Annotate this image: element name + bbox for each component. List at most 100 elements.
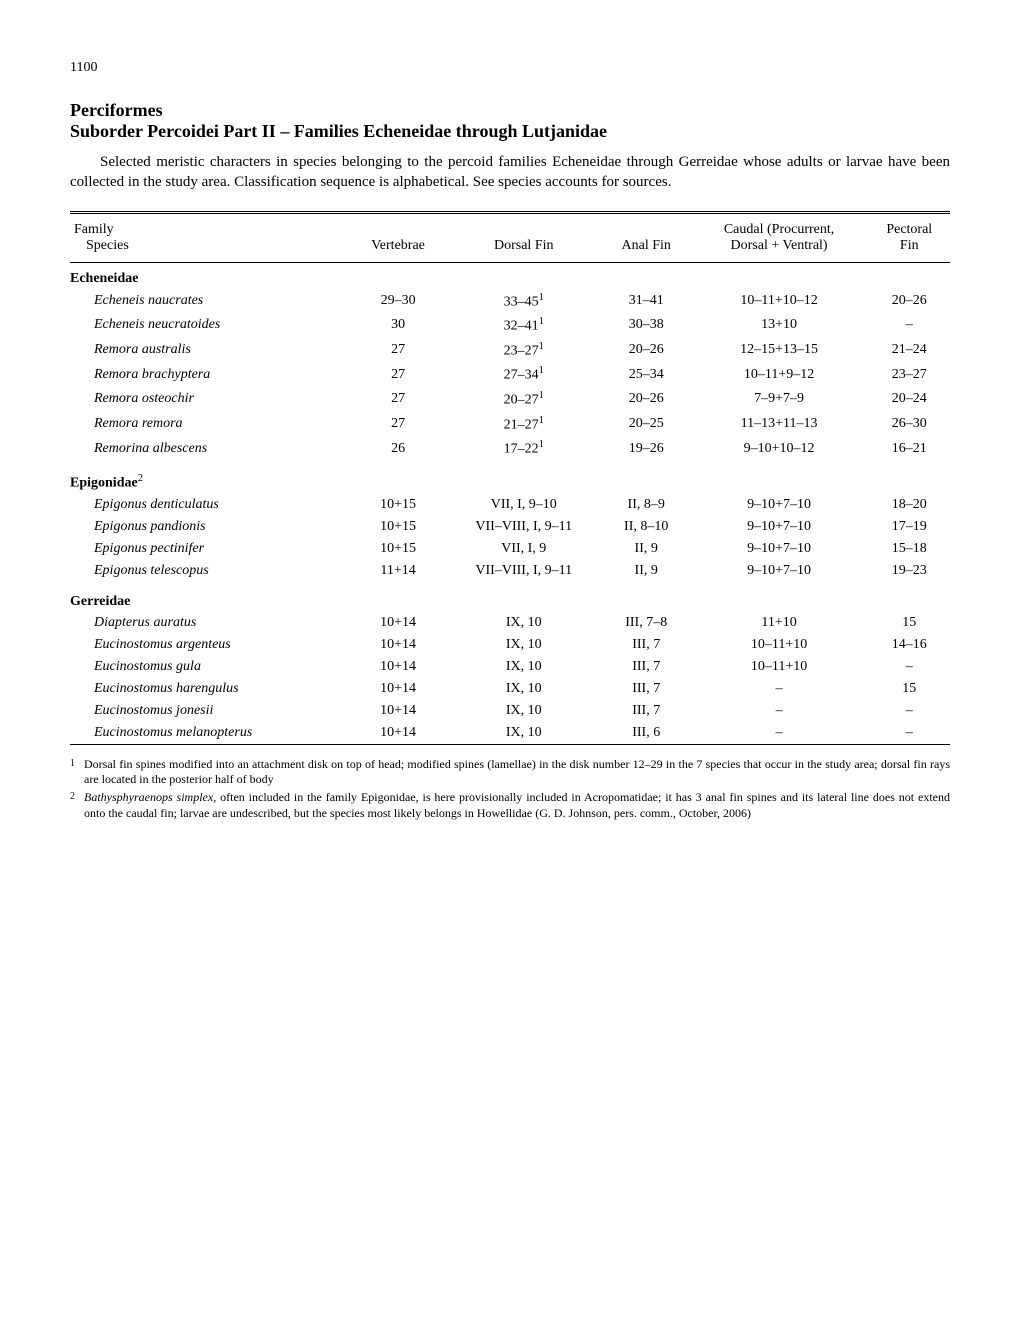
anal-fin-value: II, 8–10 [603,516,690,538]
caudal-value: 12–15+13–15 [690,338,869,363]
pectoral-fin-value: 17–19 [869,516,950,538]
caudal-value: 9–10+10–12 [690,436,869,461]
pectoral-fin-value: – [869,700,950,722]
anal-fin-value: 25–34 [603,362,690,387]
pectoral-fin-value: 15–18 [869,538,950,560]
anal-fin-value: III, 7 [603,656,690,678]
dorsal-fin-value: IX, 10 [445,634,603,656]
species-row: Remorina albescens2617–22119–269–10+10–1… [70,436,950,461]
dorsal-fin-value: VII, I, 9 [445,538,603,560]
species-row: Eucinostomus gula10+14IX, 10III, 710–11+… [70,656,950,678]
dorsal-fin-value: IX, 10 [445,722,603,745]
species-row: Diapterus auratus10+14IX, 10III, 7–811+1… [70,612,950,634]
species-row: Eucinostomus jonesii10+14IX, 10III, 7–– [70,700,950,722]
pectoral-fin-value: – [869,722,950,745]
anal-fin-value: III, 7 [603,634,690,656]
dorsal-fin-value: IX, 10 [445,678,603,700]
dorsal-fin-value: VII–VIII, I, 9–11 [445,560,603,582]
caudal-value: – [690,678,869,700]
species-name: Remora osteochir [70,387,352,412]
species-name: Remorina albescens [70,436,352,461]
vertebrae-value: 10+14 [352,656,445,678]
footnote: 1Dorsal fin spines modified into an atta… [70,757,950,788]
caudal-value: 13+10 [690,313,869,338]
family-row: Echeneidae [70,262,950,289]
pectoral-fin-value: 18–20 [869,494,950,516]
pectoral-fin-value: – [869,656,950,678]
dorsal-fin-value: VII, I, 9–10 [445,494,603,516]
anal-fin-value: III, 7 [603,678,690,700]
caudal-value: 9–10+7–10 [690,494,869,516]
family-name: Gerreidae [70,582,950,612]
vertebrae-value: 10+15 [352,494,445,516]
anal-fin-value: 20–26 [603,338,690,363]
vertebrae-value: 10+14 [352,722,445,745]
vertebrae-value: 10+14 [352,634,445,656]
col-header-anal-fin: Anal Fin [603,212,690,262]
pectoral-fin-value: 23–27 [869,362,950,387]
species-name: Remora brachyptera [70,362,352,387]
species-name: Echeneis neucratoides [70,313,352,338]
species-row: Eucinostomus harengulus10+14IX, 10III, 7… [70,678,950,700]
suborder-title: Suborder Percoidei Part II – Families Ec… [70,121,950,142]
species-row: Echeneis neucratoides3032–41130–3813+10– [70,313,950,338]
footnotes-section: 1Dorsal fin spines modified into an atta… [70,757,950,821]
species-row: Echeneis naucrates29–3033–45131–4110–11+… [70,289,950,314]
species-name: Epigonus pandionis [70,516,352,538]
vertebrae-value: 10+14 [352,678,445,700]
vertebrae-value: 10+15 [352,538,445,560]
col-header-vertebrae: Vertebrae [352,212,445,262]
caudal-value: 10–11+9–12 [690,362,869,387]
species-name: Eucinostomus argenteus [70,634,352,656]
vertebrae-value: 30 [352,313,445,338]
species-name: Remora australis [70,338,352,363]
anal-fin-value: 30–38 [603,313,690,338]
vertebrae-value: 27 [352,338,445,363]
caudal-value: 11+10 [690,612,869,634]
vertebrae-value: 27 [352,412,445,437]
anal-fin-value: II, 9 [603,538,690,560]
anal-fin-value: 19–26 [603,436,690,461]
vertebrae-value: 11+14 [352,560,445,582]
footnote-text: Bathysphyraenops simplex, often included… [84,790,950,821]
dorsal-fin-value: IX, 10 [445,656,603,678]
pectoral-fin-value: 26–30 [869,412,950,437]
vertebrae-value: 10+15 [352,516,445,538]
family-name: Epigonidae2 [70,461,950,494]
dorsal-fin-value: 21–271 [445,412,603,437]
species-row: Epigonus pandionis10+15VII–VIII, I, 9–11… [70,516,950,538]
dorsal-fin-value: 33–451 [445,289,603,314]
species-name: Epigonus denticulatus [70,494,352,516]
dorsal-fin-value: IX, 10 [445,700,603,722]
col-header-pectoral: Pectoral Fin [869,212,950,262]
caudal-value: 7–9+7–9 [690,387,869,412]
col-header-caudal: Caudal (Procurrent, Dorsal + Ventral) [690,212,869,262]
species-name: Epigonus pectinifer [70,538,352,560]
pectoral-fin-value: 15 [869,612,950,634]
species-row: Epigonus telescopus11+14VII–VIII, I, 9–1… [70,560,950,582]
anal-fin-value: III, 7–8 [603,612,690,634]
col-header-dorsal-fin: Dorsal Fin [445,212,603,262]
family-row: Epigonidae2 [70,461,950,494]
footnote-marker: 1 [70,757,84,788]
dorsal-fin-value: 20–271 [445,387,603,412]
caudal-value: 10–11+10 [690,656,869,678]
vertebrae-value: 10+14 [352,612,445,634]
vertebrae-value: 27 [352,362,445,387]
species-row: Eucinostomus argenteus10+14IX, 10III, 71… [70,634,950,656]
species-row: Eucinostomus melanopterus10+14IX, 10III,… [70,722,950,745]
caudal-value: 9–10+7–10 [690,560,869,582]
caudal-value: – [690,722,869,745]
anal-fin-value: II, 9 [603,560,690,582]
species-row: Remora osteochir2720–27120–267–9+7–920–2… [70,387,950,412]
species-name: Eucinostomus jonesii [70,700,352,722]
species-name: Eucinostomus gula [70,656,352,678]
footnote-text: Dorsal fin spines modified into an attac… [84,757,950,788]
dorsal-fin-value: 32–411 [445,313,603,338]
caudal-value: 11–13+11–13 [690,412,869,437]
pectoral-fin-value: 16–21 [869,436,950,461]
anal-fin-value: 20–26 [603,387,690,412]
anal-fin-value: III, 6 [603,722,690,745]
species-row: Epigonus pectinifer10+15VII, I, 9II, 99–… [70,538,950,560]
meristic-table: Family Species Vertebrae Dorsal Fin Anal… [70,211,950,745]
